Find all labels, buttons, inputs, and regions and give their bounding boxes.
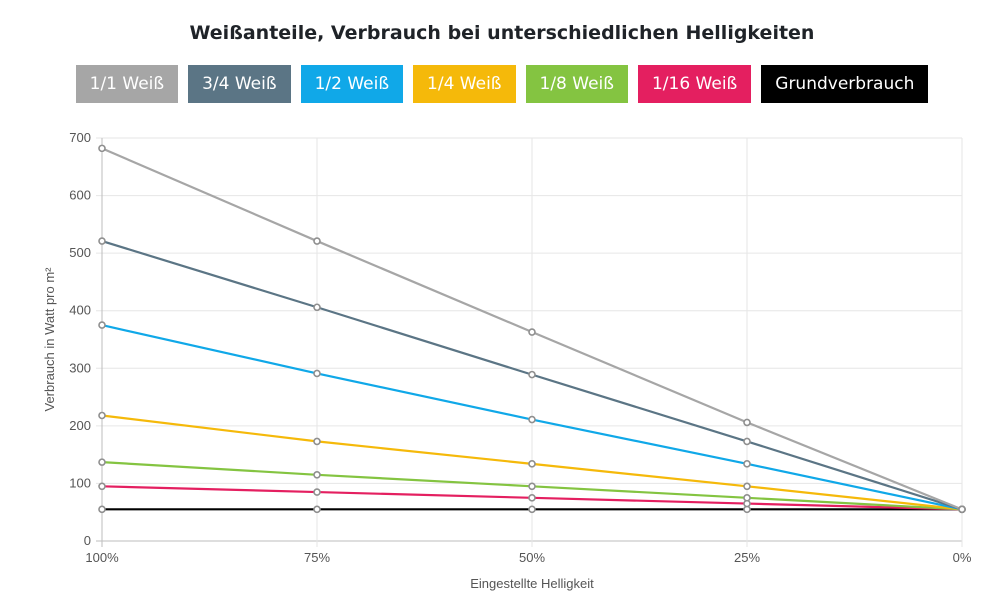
legend-item[interactable]: 1/8 Weiß (525, 65, 628, 103)
legend: 1/1 Weiß 3/4 Weiß 1/2 Weiß 1/4 Weiß 1/8 Weiß… (0, 65, 1004, 103)
data-point (528, 505, 536, 514)
data-point (313, 437, 321, 446)
legend-item[interactable]: 1/4 Weiß (413, 65, 516, 103)
data-point (528, 328, 536, 336)
data-point (98, 482, 106, 491)
chart-title: Weißanteile, Verbrauch bei unterschiedli… (189, 22, 815, 44)
data-point (313, 237, 321, 245)
data-point (958, 505, 966, 514)
x-axis-title: Eingestellte Helligkeit (470, 576, 594, 591)
y-tick-label: 300 (69, 360, 91, 375)
data-point (98, 411, 106, 420)
y-tick-label: 700 (69, 130, 91, 145)
x-tick-label: 100% (85, 550, 119, 565)
data-point (743, 494, 751, 502)
legend-item[interactable]: 1/2 Weiß (300, 65, 404, 103)
data-point (98, 458, 106, 466)
data-point (313, 505, 321, 514)
y-tick-label: 600 (69, 188, 91, 203)
x-tick-label: 25% (734, 550, 760, 565)
data-point (743, 437, 751, 446)
data-point (528, 494, 536, 502)
y-tick-label: 400 (69, 303, 91, 318)
x-tick-label: 0% (953, 550, 972, 565)
data-point (98, 237, 106, 245)
data-point (528, 482, 536, 491)
x-tick-label: 50% (519, 550, 545, 565)
y-tick-label: 0 (84, 533, 91, 548)
legend-item[interactable]: 1/1 Weiß (75, 65, 179, 103)
legend-item[interactable]: 3/4 Weiß (188, 65, 291, 103)
legend-item[interactable]: 1/16 Weiß (637, 65, 752, 103)
data-point (98, 505, 106, 514)
data-point (528, 460, 536, 468)
x-tick-label: 75% (304, 550, 330, 565)
y-tick-label: 500 (69, 245, 91, 260)
legend-item[interactable]: Grundverbrauch (761, 65, 929, 103)
y-tick-label: 100 (69, 475, 91, 490)
y-tick-label: 200 (69, 418, 91, 433)
data-point (313, 488, 321, 496)
data-point (743, 482, 751, 491)
data-point (743, 460, 751, 468)
data-point (313, 470, 321, 479)
data-point (98, 144, 106, 153)
y-axis-title: Verbrauch in Watt pro m² (42, 267, 57, 412)
data-point (528, 370, 536, 379)
data-point (98, 321, 106, 329)
data-point (528, 415, 536, 424)
data-point (313, 369, 321, 378)
data-point (313, 303, 321, 312)
data-point (743, 418, 751, 427)
